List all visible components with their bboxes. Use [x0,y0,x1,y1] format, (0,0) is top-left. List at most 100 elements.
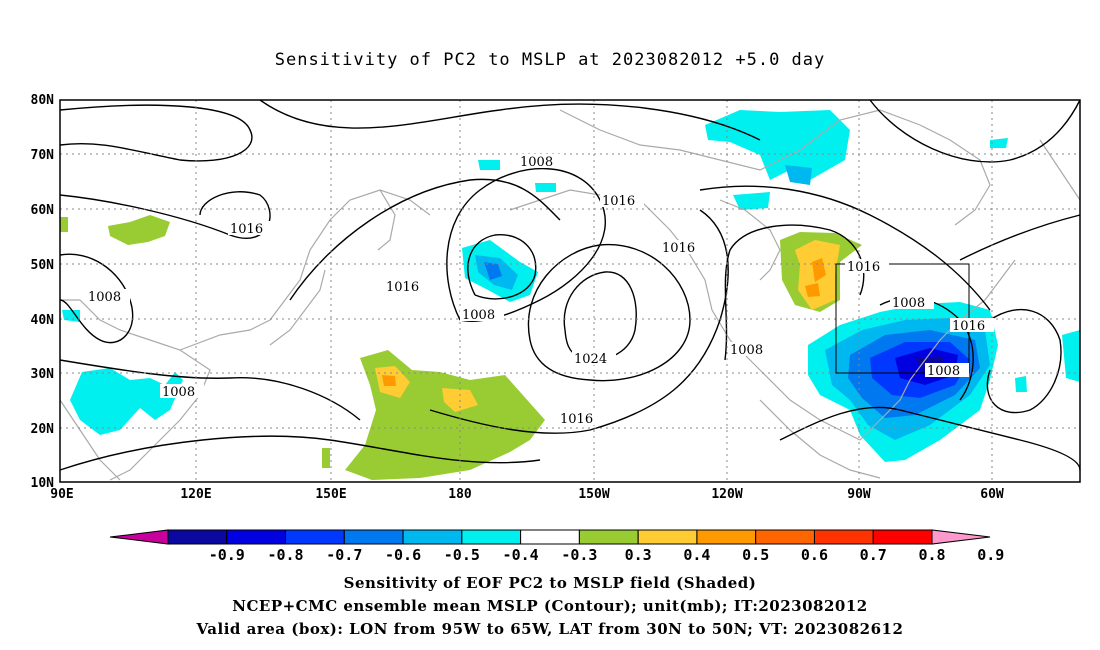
colorbar-label: -0.7 [326,546,362,564]
contour-label-text: 1008 [892,296,925,311]
shade-westpac-cyan [70,368,183,435]
contour-label: 1008 [518,154,562,170]
contour-greenland [869,99,1081,163]
coast-europe [1039,139,1081,201]
contour-top [59,104,253,162]
shade-atlantic-cyan-2 [1015,376,1027,392]
contour-east-south [779,406,1081,471]
page-title: Sensitivity of PC2 to MSLP at 2023082012… [274,50,826,70]
contour-label: 1008 [890,295,934,311]
contour-asia-1008 [59,253,134,344]
colorbar-segment [872,529,933,545]
contour-asia-low [59,359,361,421]
lon-label: 150W [578,487,609,502]
lon-label: 60W [980,487,1004,502]
contour-label: 1008 [460,307,504,323]
lon-axis-labels: 90E 120E 150E 180 150W 120W 90W 60W [50,487,1004,502]
colorbar-label: -0.8 [267,546,303,564]
shade-atlantic-cyan [1062,330,1080,382]
lat-label: 50N [31,258,55,273]
lon-label: 120E [180,487,211,502]
lat-label: 20N [31,422,55,437]
lon-label: 90W [847,487,871,502]
contour-south [59,435,541,471]
lon-label: 150E [315,487,346,502]
contour-labels: 1008 1016 1008 1016 1016 1008 1016 1024 … [86,154,994,427]
shade-arctic-cyan [478,160,500,170]
colorbar-max-triangle [931,529,991,545]
contour-na-1016 [699,185,991,311]
colorbar-min-triangle [109,529,169,545]
shade-arctic-cyan-3 [990,138,1008,148]
lat-label: 10N [31,476,55,491]
colorbar-label: -0.6 [385,546,421,564]
colorbar-label: -0.9 [209,546,245,564]
coast-alaska [509,189,861,441]
contour-label: 1016 [660,240,704,256]
coast-arctic [559,109,921,171]
caption-shading: Sensitivity of EOF PC2 to MSLP field (Sh… [343,574,757,592]
lat-label: 60N [31,203,55,218]
contour-label-text: 1016 [662,241,695,256]
coast-china [179,189,431,351]
contour-label-text: 1008 [88,290,121,305]
shade-arctic-cyan-2 [535,183,556,192]
coast-kamchatka [377,189,396,251]
coast-us-east [859,259,1016,441]
shade-greenland-blue [785,165,812,185]
coast-greenland [919,124,991,226]
lon-label: 180 [448,487,472,502]
lat-axis-labels: 80N 70N 60N 50N 40N 30N 20N 10N [31,93,55,491]
lat-label: 30N [31,367,55,382]
colorbar: -0.9 -0.8 -0.7 -0.6 -0.5 -0.4 -0.3 0.3 0.4 0.5 0.6… [109,529,1004,564]
colorbar-segment [285,529,345,545]
coast-japan [269,269,326,346]
contour-label: 1008 [728,342,772,358]
contour-label: 1016 [845,259,889,275]
shade-westpac-cyan-2 [62,310,80,322]
colorbar-segment [226,529,287,545]
colorbar-label: 0.7 [860,546,887,564]
contour-label: 1008 [925,363,969,379]
contour-label: 1016 [384,279,428,295]
contour-label: 1016 [558,411,602,427]
contour-label-text: 1008 [162,385,195,400]
contour-atl-1016 [959,214,1081,261]
contour-label-text: 1008 [520,155,553,170]
map-frame [59,99,1081,483]
contour-label-text: 1008 [462,308,495,323]
lat-label: 80N [31,93,55,108]
colorbar-segment [755,529,815,545]
colorbar-segment [402,529,463,545]
colorbar-segment [461,529,522,545]
shade-asia-green [108,215,170,245]
contour-label: 1008 [160,384,204,400]
colorbar-segment [696,529,757,545]
shade-greenland-cyan [705,110,850,180]
coast-hudson [719,199,781,281]
shade-greatlakes-orange-2 [805,283,820,297]
colorbar-label: -0.3 [561,546,597,564]
contour-label-text: 1016 [560,412,593,427]
contour-aleutian-inner [467,234,537,300]
contour-label-text: 1008 [927,364,960,379]
contour-atl-high [986,309,1062,414]
colorbar-label: 0.8 [918,546,945,564]
colorbar-segment [520,529,580,545]
contour-label: 1016 [950,318,994,334]
shade-aleutian-deep [484,262,502,280]
caption-valid-area: Valid area (box): LON from 95W to 65W, L… [196,620,904,638]
colorbar-label: 0.5 [742,546,769,564]
contour-na-1008 [724,224,865,361]
contour-label: 1024 [572,351,616,367]
caption-contour: NCEP+CMC ensemble mean MSLP (Contour); u… [232,597,868,615]
contour-label-text: 1024 [574,352,607,367]
colorbar-segment [343,529,404,545]
shade-pacific-green [322,448,330,468]
shade-asia-green-2 [60,217,68,232]
contour-top-arc [259,99,761,141]
shade-kuroshio-orange [382,375,396,386]
contour-high-1024 [527,243,691,382]
coast-asia-east [60,299,211,481]
